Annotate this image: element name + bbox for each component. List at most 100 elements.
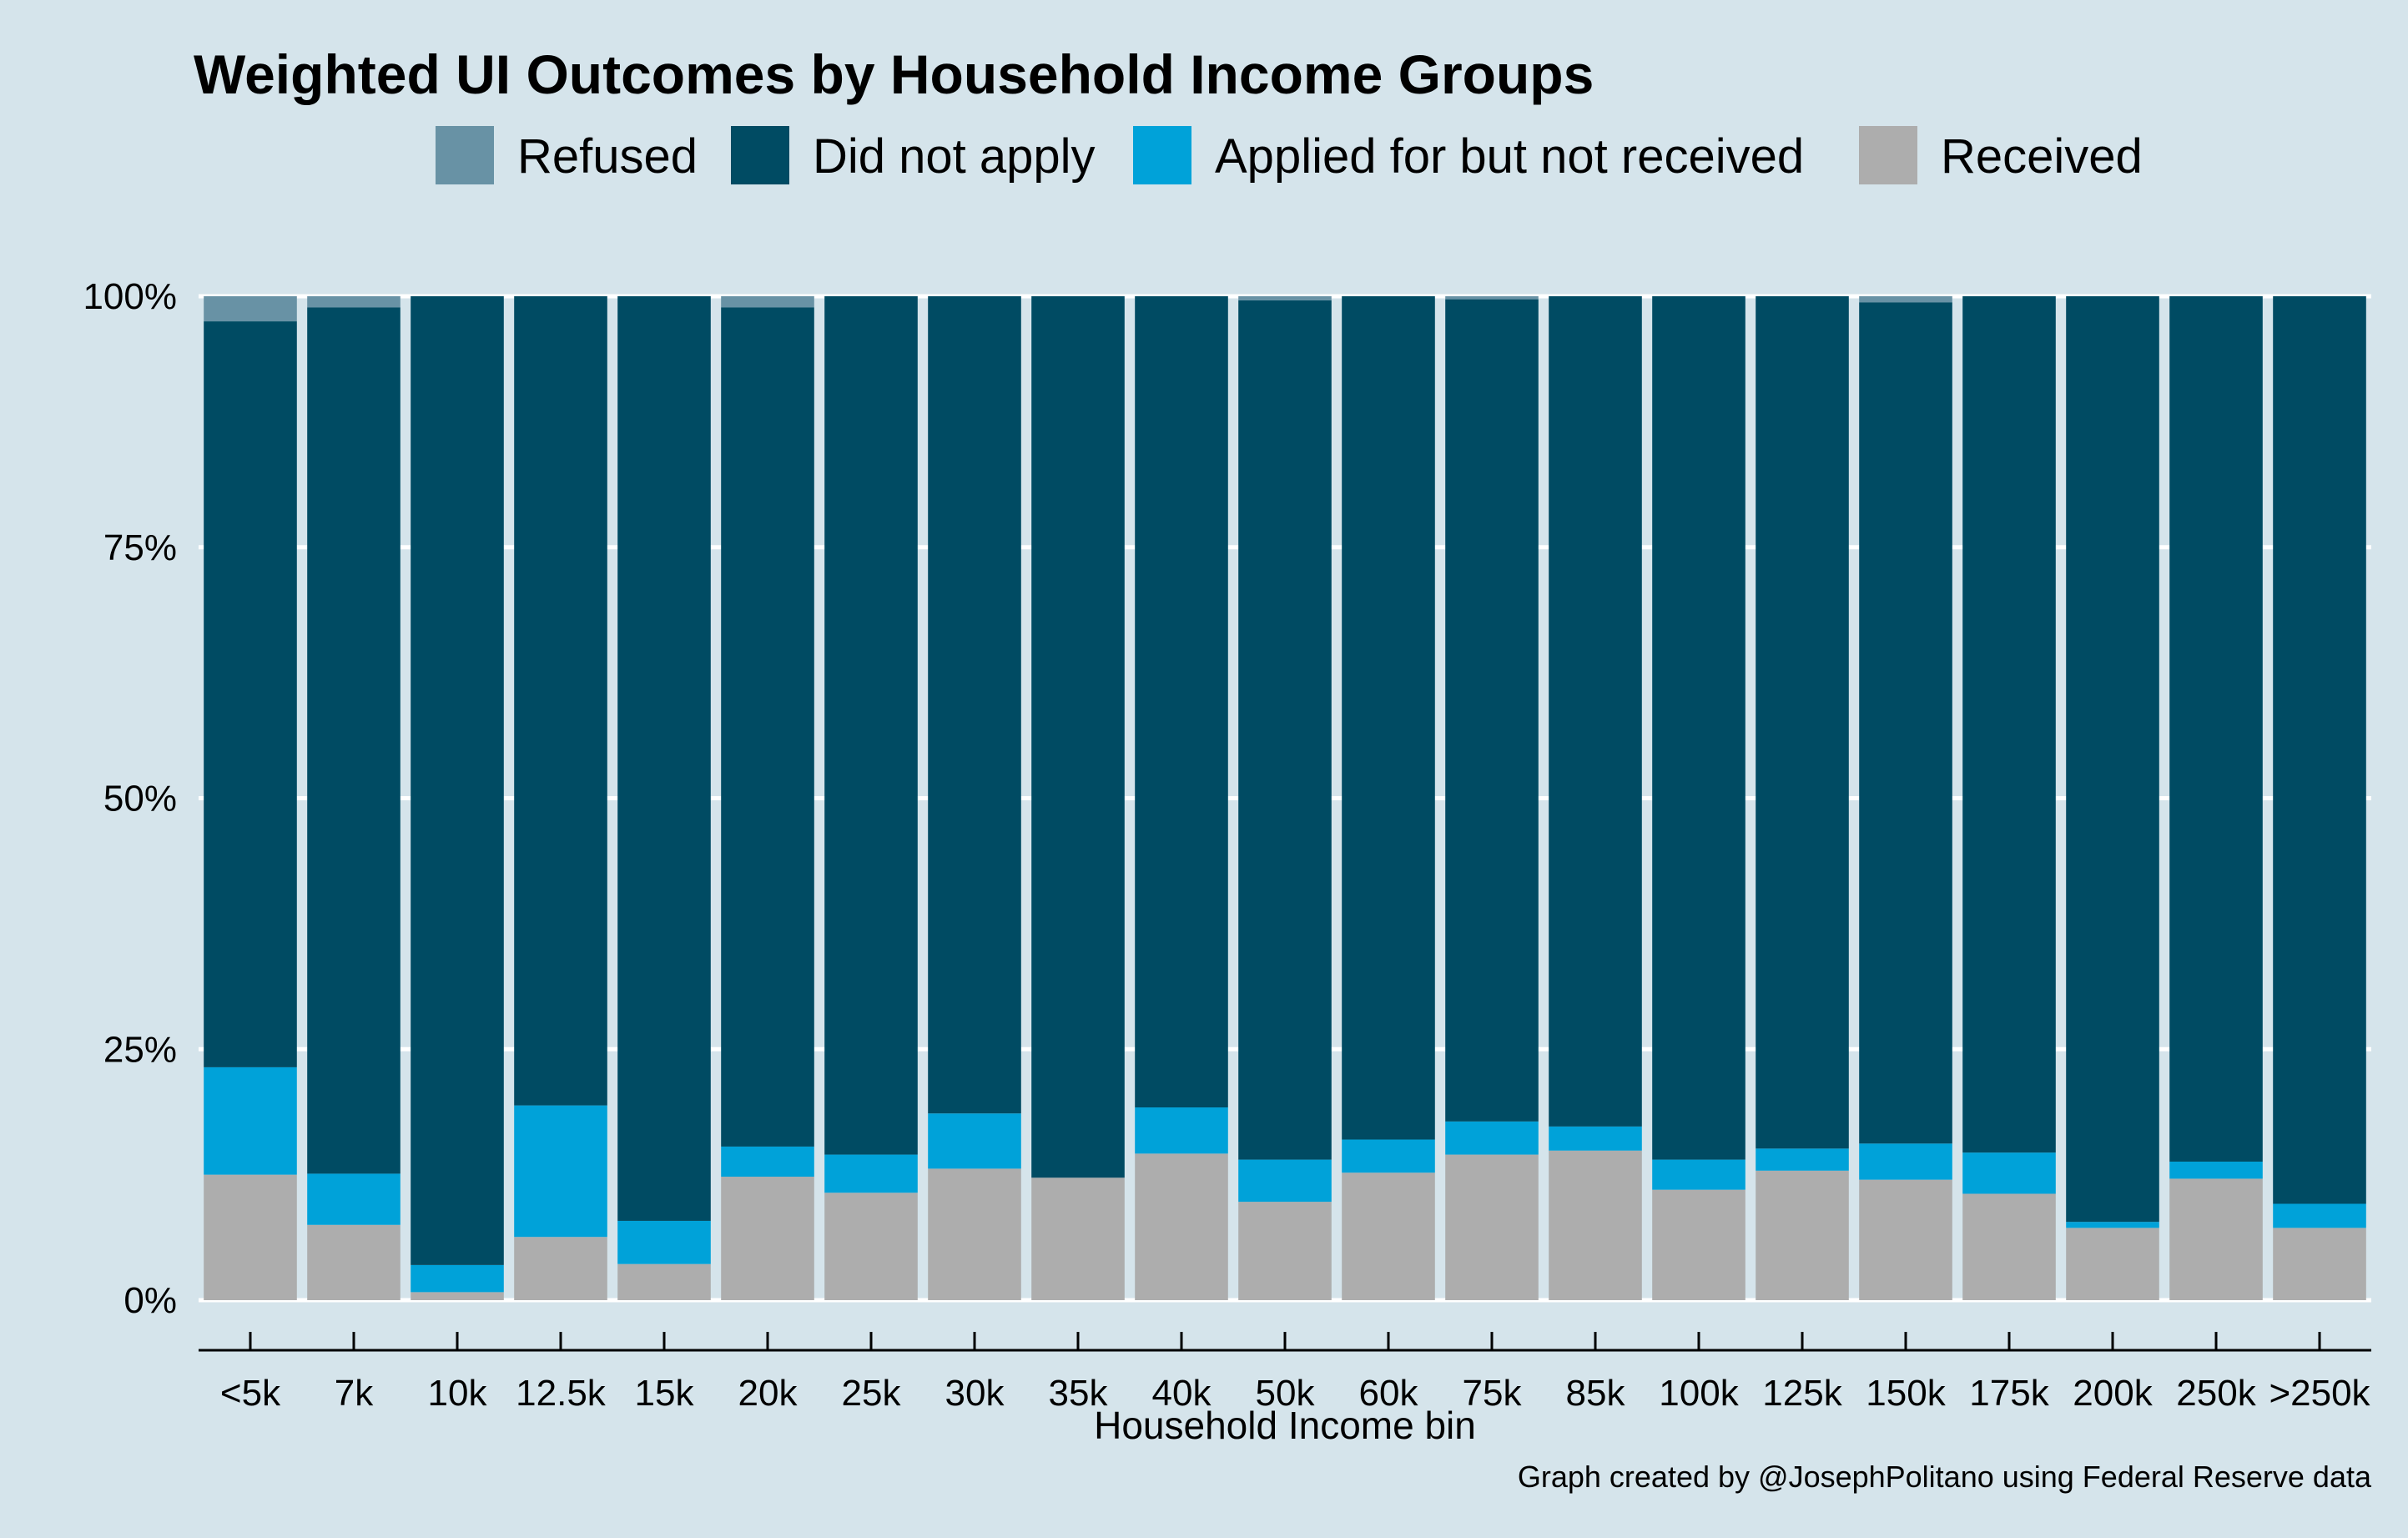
bar-segment-received xyxy=(1962,1193,2056,1300)
bar-segment-received xyxy=(1031,1177,1125,1300)
bar-segment-received xyxy=(1445,1154,1539,1300)
bar-segment-did-not-apply xyxy=(824,296,918,1155)
x-tick-label: 250k xyxy=(2176,1373,2256,1414)
bar-segment-did-not-apply xyxy=(1859,302,1952,1144)
y-tick-label: 100% xyxy=(83,276,177,317)
bar-segment-did-not-apply xyxy=(1756,296,1849,1149)
bar-segment-did-not-apply xyxy=(721,307,814,1147)
x-tick-label: 35k xyxy=(1049,1373,1109,1414)
bar-segment-received xyxy=(307,1224,400,1300)
bar-segment-applied-for-but-not-received xyxy=(1549,1126,1642,1151)
x-tick-label: <5k xyxy=(220,1373,281,1414)
bar-segment-did-not-apply xyxy=(514,296,607,1106)
bar-segment-did-not-apply xyxy=(1031,296,1125,1178)
bar-segment-did-not-apply xyxy=(204,321,297,1067)
bar-segment-did-not-apply xyxy=(1445,299,1539,1122)
bar-segment-applied-for-but-not-received xyxy=(1342,1139,1435,1173)
legend-swatch xyxy=(1859,126,1917,184)
x-tick-label: 175k xyxy=(1969,1373,2049,1414)
legend-item: Refused xyxy=(436,126,698,184)
y-tick-label: 0% xyxy=(123,1280,177,1321)
bar-segment-received xyxy=(2273,1228,2366,1300)
x-tick-label: 75k xyxy=(1463,1373,1523,1414)
x-tick-label: 200k xyxy=(2073,1373,2153,1414)
legend-label: Did not apply xyxy=(813,129,1096,184)
legend-label: Refused xyxy=(517,129,698,184)
y-tick-label: 75% xyxy=(103,527,177,568)
bar-segment-received xyxy=(1549,1150,1642,1300)
bar-segment-received xyxy=(2066,1228,2159,1300)
bar-segment-received xyxy=(824,1193,918,1300)
bar-segment-applied-for-but-not-received xyxy=(1445,1121,1539,1155)
bar-segment-received xyxy=(1859,1179,1952,1300)
bar-segment-did-not-apply xyxy=(411,296,504,1265)
bar-segment-applied-for-but-not-received xyxy=(1135,1107,1228,1154)
legend-swatch xyxy=(1133,126,1191,184)
bar-segment-received xyxy=(928,1168,1021,1300)
chart-title: Weighted UI Outcomes by Household Income… xyxy=(194,43,1594,105)
bar-segment-did-not-apply xyxy=(928,296,1021,1114)
x-tick-label: 85k xyxy=(1566,1373,1626,1414)
x-tick-label: 100k xyxy=(1659,1373,1739,1414)
bar-segment-did-not-apply xyxy=(2066,296,2159,1223)
x-tick-label: 150k xyxy=(1866,1373,1946,1414)
bar-segment-did-not-apply xyxy=(2169,296,2263,1162)
bar-segment-received xyxy=(2169,1178,2263,1300)
legend: Refused Did not apply Applied for but not … xyxy=(436,126,2143,184)
legend-item: Applied for but not received xyxy=(1133,126,1804,184)
bar-segment-did-not-apply xyxy=(1135,296,1228,1108)
bar-segment-applied-for-but-not-received xyxy=(824,1154,918,1193)
bar-segment-refused xyxy=(204,296,297,322)
y-axis: 0% 25% 50% 75% 100% xyxy=(83,276,177,1321)
y-tick-label: 25% xyxy=(103,1029,177,1070)
bar-segment-did-not-apply xyxy=(1238,300,1332,1160)
x-axis: <5k 7k 10k 12.5k 15k 20k 25k 30k 35k 40k 50k 60k 75k… xyxy=(199,1332,2371,1414)
bar-segment-did-not-apply xyxy=(307,307,400,1174)
bar-segment-received xyxy=(1238,1202,1332,1300)
bar-segment-received xyxy=(1342,1172,1435,1300)
bar-segment-applied-for-but-not-received xyxy=(721,1146,814,1177)
x-tick-label: 20k xyxy=(738,1373,798,1414)
x-tick-label: 7k xyxy=(335,1373,374,1414)
bar-segment-received xyxy=(1756,1170,1849,1300)
x-tick-label: 40k xyxy=(1152,1373,1212,1414)
bar-segment-applied-for-but-not-received xyxy=(1238,1159,1332,1203)
bar-segment-applied-for-but-not-received xyxy=(1756,1148,1849,1171)
bar-segment-received xyxy=(721,1177,814,1300)
bar-segment-refused xyxy=(1238,296,1332,300)
bar-segment-applied-for-but-not-received xyxy=(2273,1203,2366,1228)
bar-segment-applied-for-but-not-received xyxy=(1859,1143,1952,1180)
x-tick-label: >250k xyxy=(2269,1373,2370,1414)
legend-swatch xyxy=(436,126,494,184)
bar-segment-received xyxy=(411,1292,504,1300)
chart-caption: Graph created by @JosephPolitano using F… xyxy=(1518,1460,2372,1494)
bar-segment-received xyxy=(514,1237,607,1300)
bar-segment-did-not-apply xyxy=(2273,296,2366,1204)
bars xyxy=(204,296,2366,1300)
x-tick-label: 25k xyxy=(842,1373,902,1414)
bar-segment-applied-for-but-not-received xyxy=(617,1220,711,1264)
bar-segment-received xyxy=(1135,1153,1228,1300)
bar-segment-did-not-apply xyxy=(1342,296,1435,1140)
legend-swatch xyxy=(731,126,789,184)
bar-segment-applied-for-but-not-received xyxy=(1652,1159,1746,1190)
bar-segment-applied-for-but-not-received xyxy=(928,1113,1021,1169)
legend-item: Did not apply xyxy=(731,126,1096,184)
bar-segment-applied-for-but-not-received xyxy=(514,1105,607,1238)
legend-label: Applied for but not received xyxy=(1215,129,1804,184)
x-tick-label: 12.5k xyxy=(516,1373,607,1414)
bar-segment-did-not-apply xyxy=(617,296,711,1221)
bar-segment-applied-for-but-not-received xyxy=(307,1173,400,1225)
y-tick-label: 50% xyxy=(103,779,177,819)
bar-segment-did-not-apply xyxy=(1962,296,2056,1153)
bar-segment-applied-for-but-not-received xyxy=(2169,1161,2263,1179)
x-tick-label: 50k xyxy=(1256,1373,1316,1414)
x-tick-label: 15k xyxy=(635,1373,695,1414)
bar-segment-applied-for-but-not-received xyxy=(1962,1152,2056,1194)
x-tick-label: 10k xyxy=(428,1373,488,1414)
bar-segment-received xyxy=(617,1263,711,1300)
bar-segment-applied-for-but-not-received xyxy=(411,1264,504,1293)
bar-segment-refused xyxy=(721,296,814,308)
bar-segment-applied-for-but-not-received xyxy=(204,1067,297,1175)
